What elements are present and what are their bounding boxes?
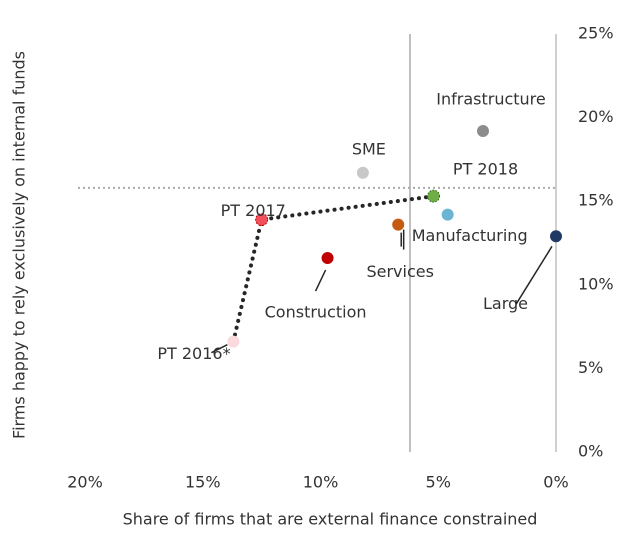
- x-tick-label: 10%: [303, 473, 339, 492]
- point: [427, 189, 441, 203]
- y-tick-label: 25%: [578, 24, 614, 43]
- x-tick-label: 5%: [426, 473, 451, 492]
- x-tick-label: 15%: [185, 473, 221, 492]
- point: [255, 213, 269, 227]
- point-label: PT 2018: [453, 160, 518, 179]
- point-label: Infrastructure: [436, 89, 545, 108]
- trajectory-line: [231, 194, 436, 344]
- point-label: Manufacturing: [412, 226, 528, 245]
- y-axis-label: Firms happy to rely exclusively on inter…: [10, 51, 29, 439]
- point-label: Large: [483, 294, 528, 313]
- y-tick-label: 15%: [578, 191, 614, 210]
- point: [550, 230, 562, 243]
- point: [321, 252, 334, 265]
- leader-line: [515, 245, 553, 305]
- x-tick-label: 20%: [67, 473, 103, 492]
- point-label: Construction: [265, 303, 367, 322]
- leader-line: [211, 343, 228, 354]
- y-tick-label: 10%: [578, 274, 614, 293]
- point-label: PT 2016*: [157, 344, 230, 363]
- point: [227, 335, 240, 348]
- point: [441, 208, 454, 221]
- y-tick-label: 20%: [578, 107, 614, 126]
- point-label: PT 2017: [221, 201, 286, 220]
- point-label: Services: [366, 262, 433, 281]
- point-label: SME: [352, 139, 386, 158]
- point: [476, 124, 489, 137]
- point: [392, 218, 405, 231]
- point: [356, 166, 369, 179]
- x-tick-label: 0%: [543, 473, 568, 492]
- x-axis-label: Share of firms that are external finance…: [123, 510, 538, 529]
- leader-line: [314, 269, 327, 292]
- y-tick-label: 5%: [578, 358, 603, 377]
- y-tick-label: 0%: [578, 442, 603, 461]
